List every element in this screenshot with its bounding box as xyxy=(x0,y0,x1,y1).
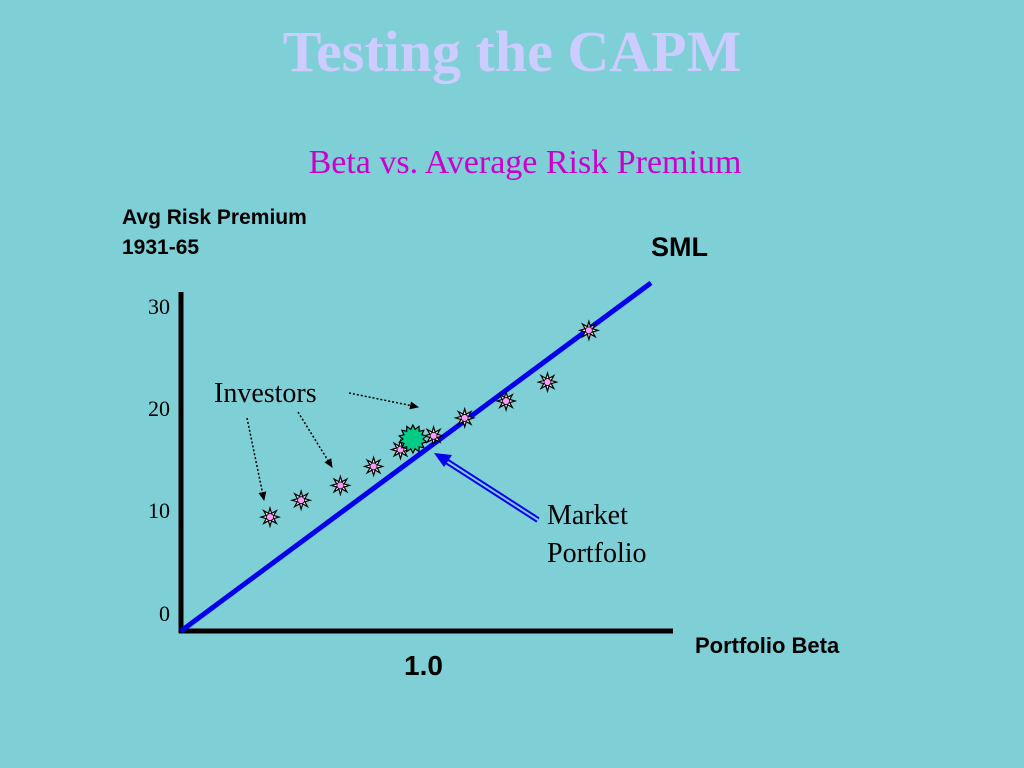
data-point-dot xyxy=(336,481,345,490)
data-point xyxy=(494,389,518,413)
y-tick-label-20: 20 xyxy=(148,396,170,421)
data-point xyxy=(329,474,352,497)
data-point-dot xyxy=(266,513,274,521)
data-point-dot xyxy=(429,431,438,440)
data-point-dot xyxy=(369,462,378,471)
data-point xyxy=(289,488,313,512)
market-portfolio-group xyxy=(397,423,428,455)
market-portfolio-annotation: Market Portfolio xyxy=(547,497,647,573)
data-points xyxy=(258,319,601,529)
data-point xyxy=(362,455,385,478)
y-axis-label: Avg Risk Premium 1931-65 xyxy=(122,203,307,263)
data-point xyxy=(536,370,559,394)
investors-annotation: Investors xyxy=(214,378,317,409)
data-point xyxy=(258,505,282,529)
x-axis-label: Portfolio Beta xyxy=(695,633,840,658)
market-arrow-head xyxy=(434,453,452,467)
slide-subtitle: Beta vs. Average Risk Premium xyxy=(308,144,742,181)
market-portfolio-point xyxy=(397,423,428,455)
data-point-dot xyxy=(297,496,305,505)
y-tick-label-30: 30 xyxy=(148,294,170,319)
data-point-dot xyxy=(460,414,469,422)
market-annotation-line1: Market xyxy=(547,500,628,531)
investors-arrow-1 xyxy=(246,417,267,501)
data-point xyxy=(453,406,476,430)
data-point-dot xyxy=(584,326,593,335)
slide-title: Testing the CAPM xyxy=(282,19,742,84)
investors-arrow-2 xyxy=(297,411,333,468)
market-annotation-line2: Portfolio xyxy=(547,538,647,569)
market-arrow-inner xyxy=(439,456,539,521)
x-tick-label: 1.0 xyxy=(404,650,443,681)
y-axis-label-line2: 1931-65 xyxy=(122,236,200,259)
data-point-dot xyxy=(543,378,552,386)
data-point-dot xyxy=(502,397,510,405)
data-point xyxy=(577,319,601,342)
investors-arrow-3 xyxy=(348,392,419,410)
sml-line xyxy=(179,280,653,634)
sml-label: SML xyxy=(651,232,708,262)
y-axis-label-line1: Avg Risk Premium xyxy=(122,206,307,229)
y-tick-label-0: 0 xyxy=(159,601,170,626)
y-tick-label-10: 10 xyxy=(148,498,170,523)
data-point xyxy=(422,424,445,448)
